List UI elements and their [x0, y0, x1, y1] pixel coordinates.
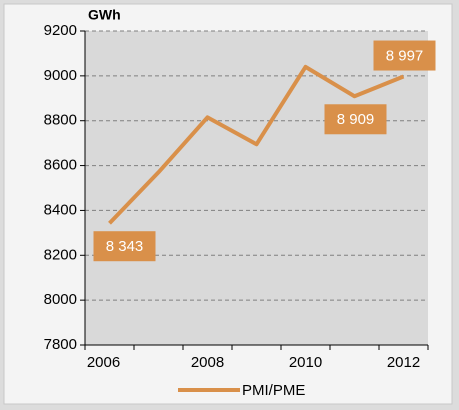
- y-tick-label: 8200: [44, 246, 77, 263]
- x-tick-label: 2008: [191, 354, 224, 371]
- plot-area: [85, 31, 428, 345]
- value-label: 8 909: [337, 111, 375, 128]
- value-label-box: [324, 104, 387, 135]
- x-tick-label: 2006: [87, 354, 120, 371]
- x-tick-label: 2012: [387, 354, 420, 371]
- value-label-box: [373, 40, 436, 71]
- y-tick-label: 7800: [44, 336, 77, 353]
- y-tick-label: 8600: [44, 157, 77, 174]
- y-tick-label: 9000: [44, 67, 77, 84]
- y-tick-label: 8800: [44, 112, 77, 129]
- series-line: [108, 64, 405, 225]
- value-label-box: [93, 231, 156, 262]
- y-tick-label: 8400: [44, 201, 77, 218]
- legend-label: PMI/PME: [242, 382, 305, 399]
- x-tick-label: 2010: [289, 354, 322, 371]
- y-axis-label: GWh: [88, 7, 121, 23]
- value-label: 8 997: [386, 47, 424, 64]
- y-tick-label: 8000: [44, 291, 77, 308]
- value-label: 8 343: [106, 238, 144, 255]
- y-tick-label: 9200: [44, 22, 77, 39]
